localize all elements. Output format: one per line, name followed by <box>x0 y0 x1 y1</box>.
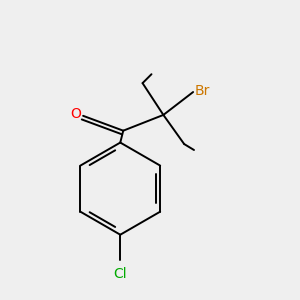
Text: O: O <box>70 107 81 121</box>
Text: Cl: Cl <box>113 267 127 281</box>
Text: Br: Br <box>195 84 210 98</box>
